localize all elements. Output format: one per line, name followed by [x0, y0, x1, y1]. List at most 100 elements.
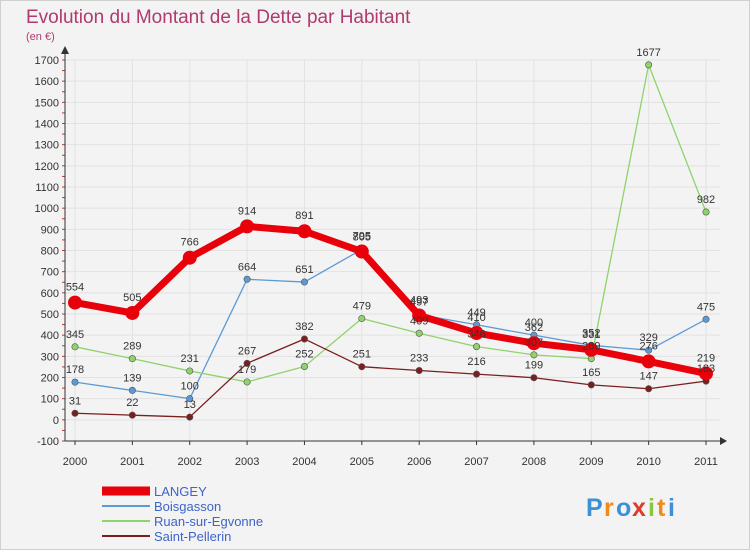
x-tick-label: 2008 — [522, 456, 546, 468]
data-label-saint-pellerin: 22 — [126, 397, 138, 409]
legend-label-langey: LANGEY — [154, 484, 207, 499]
x-tick-label: 2006 — [407, 456, 431, 468]
data-label-saint-pellerin: 147 — [639, 371, 657, 383]
data-label-boisgasson: 805 — [353, 231, 371, 243]
y-tick-label: 1400 — [35, 119, 59, 131]
data-point-ruan-sur-egvonne — [702, 208, 710, 216]
series-line-langey — [71, 222, 710, 377]
data-label-saint-pellerin: 13 — [184, 399, 196, 411]
y-tick-label: 500 — [41, 309, 59, 321]
legend: LANGEYBoisgassonRuan-sur-EgvonneSaint-Pe… — [102, 484, 263, 544]
logo-letter: x — [632, 494, 646, 522]
series-lines — [68, 61, 713, 421]
data-label-boisgasson: 329 — [639, 332, 657, 344]
data-label-langey: 891 — [295, 210, 313, 222]
data-label-ruan-sur-egvonne: 982 — [697, 194, 715, 206]
data-point-langey — [125, 305, 140, 320]
data-point-saint-pellerin — [473, 370, 481, 378]
axes: -100 0 100 200 300 400 500 600 700 800 900 1000 1100… — [35, 46, 727, 468]
data-label-boisgasson: 139 — [123, 372, 141, 384]
series-line-ruan-sur-egvonne — [74, 64, 707, 383]
y-tick-label: 1100 — [35, 182, 59, 194]
data-label-saint-pellerin: 31 — [69, 395, 81, 407]
data-label-boisgasson: 352 — [582, 327, 600, 339]
chart-subtitle: (en €) — [26, 31, 55, 43]
data-label-boisgasson: 400 — [525, 317, 543, 329]
data-point-saint-pellerin — [415, 367, 423, 375]
data-point-saint-pellerin — [71, 409, 79, 417]
data-point-saint-pellerin — [645, 385, 653, 393]
data-point-ruan-sur-egvonne — [300, 362, 308, 370]
y-tick-label: 1700 — [35, 55, 59, 67]
data-point-saint-pellerin — [300, 335, 308, 343]
data-label-langey: 505 — [123, 292, 141, 304]
y-tick-label: 1000 — [35, 203, 59, 215]
data-label-saint-pellerin: 199 — [525, 360, 543, 372]
chart-title: Evolution du Montant de la Dette par Hab… — [26, 7, 411, 28]
data-label-boisgasson: 449 — [467, 307, 485, 319]
y-tick-label: -100 — [37, 436, 59, 448]
legend-label-ruan-sur-egvonne: Ruan-sur-Egvonne — [154, 514, 263, 529]
data-label-ruan-sur-egvonne: 289 — [582, 341, 600, 353]
data-label-ruan-sur-egvonne: 479 — [353, 300, 371, 312]
data-point-saint-pellerin — [243, 359, 251, 367]
data-label-saint-pellerin: 216 — [467, 356, 485, 368]
y-tick-label: 600 — [41, 288, 59, 300]
data-label-ruan-sur-egvonne: 1677 — [636, 47, 660, 59]
data-point-boisgasson — [71, 378, 79, 386]
y-tick-label: 700 — [41, 267, 59, 279]
y-tick-label: 900 — [41, 224, 59, 236]
y-tick-label: 0 — [53, 415, 59, 427]
y-tick-label: 800 — [41, 246, 59, 258]
data-label-boisgasson: 475 — [697, 301, 715, 313]
data-point-saint-pellerin — [358, 363, 366, 371]
data-label-langey: 410 — [467, 312, 485, 324]
data-label-langey: 493 — [410, 294, 428, 306]
data-label-saint-pellerin: 382 — [295, 321, 313, 333]
data-label-ruan-sur-egvonne: 289 — [123, 341, 141, 353]
x-axis-arrow — [720, 437, 727, 445]
data-label-ruan-sur-egvonne: 179 — [238, 364, 256, 376]
data-label-saint-pellerin: 183 — [697, 363, 715, 375]
data-point-ruan-sur-egvonne — [128, 355, 136, 363]
data-point-langey — [297, 224, 312, 239]
logo-letter: i — [648, 494, 655, 522]
data-label-ruan-sur-egvonne: 409 — [410, 315, 428, 327]
data-label-saint-pellerin: 165 — [582, 367, 600, 379]
data-label-saint-pellerin: 251 — [353, 349, 371, 361]
x-tick-label: 2001 — [120, 456, 144, 468]
data-label-ruan-sur-egvonne: 231 — [181, 353, 199, 365]
data-point-saint-pellerin — [128, 411, 136, 419]
data-point-boisgasson — [300, 278, 308, 286]
data-label-langey: 914 — [238, 205, 256, 217]
data-label-langey: 554 — [66, 282, 84, 294]
data-point-ruan-sur-egvonne — [645, 61, 653, 69]
data-label-langey: 362 — [525, 322, 543, 334]
y-tick-label: 200 — [41, 373, 59, 385]
y-tick-label: 1200 — [35, 161, 59, 173]
logo-letter: t — [657, 494, 666, 522]
y-tick-label: 300 — [41, 351, 59, 363]
data-point-ruan-sur-egvonne — [243, 378, 251, 386]
x-tick-label: 2002 — [177, 456, 201, 468]
data-point-saint-pellerin — [587, 381, 595, 389]
data-point-langey — [412, 308, 427, 323]
data-point-ruan-sur-egvonne — [186, 367, 194, 375]
data-label-boisgasson: 664 — [238, 261, 256, 273]
y-tick-label: 1300 — [35, 140, 59, 152]
data-label-boisgasson: 100 — [181, 381, 199, 393]
data-point-boisgasson — [702, 315, 710, 323]
data-point-ruan-sur-egvonne — [71, 343, 79, 351]
data-label-ruan-sur-egvonne: 307 — [525, 337, 543, 349]
logo-letter: P — [586, 494, 603, 522]
data-point-langey — [526, 336, 541, 351]
legend-label-boisgasson: Boisgasson — [154, 499, 221, 514]
data-point-langey — [240, 219, 255, 234]
logo-letter: o — [616, 494, 631, 522]
data-label-boisgasson: 178 — [66, 364, 84, 376]
y-axis-arrow — [61, 46, 69, 54]
data-label-ruan-sur-egvonne: 345 — [66, 329, 84, 341]
x-tick-label: 2007 — [464, 456, 488, 468]
x-tick-label: 2000 — [63, 456, 87, 468]
data-labels: 554 505 766 914 891 795 493 410 362 331 276 219 178 1… — [66, 47, 715, 411]
